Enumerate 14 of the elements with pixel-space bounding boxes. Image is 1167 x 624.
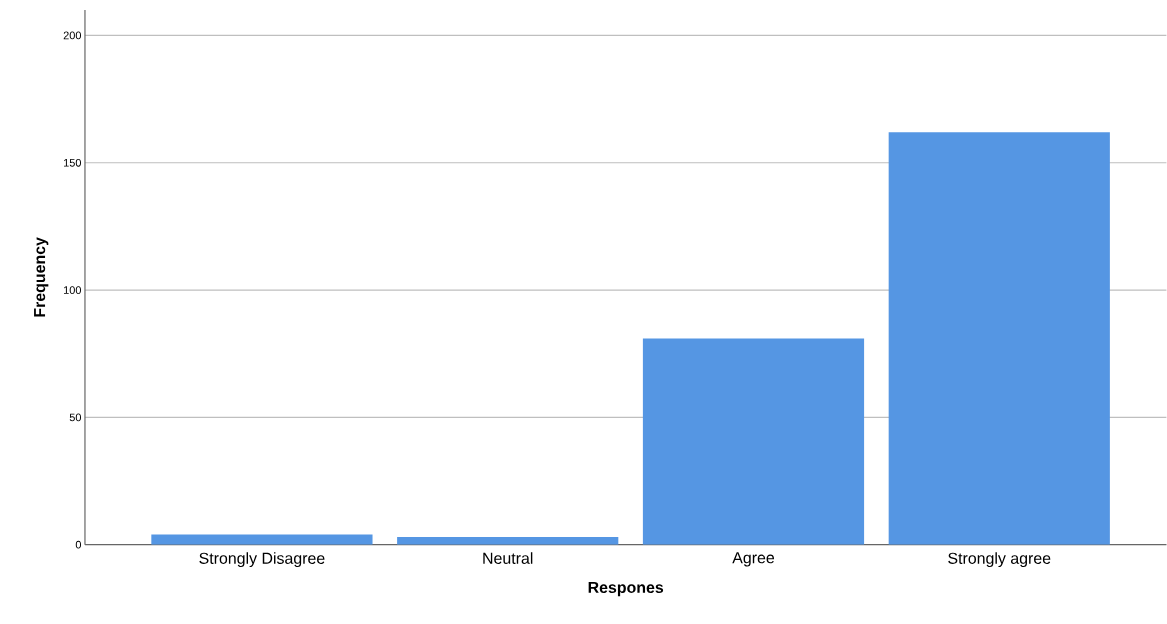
x-tick-label: Agree — [732, 552, 775, 567]
bar — [642, 338, 865, 545]
x-tick-label: Strongly agree — [948, 552, 1051, 568]
y-tick-label: 150 — [64, 159, 81, 167]
x-axis-title: Respones — [588, 582, 664, 597]
y-tick-label: 100 — [64, 286, 81, 295]
bar — [397, 537, 619, 545]
y-tick-label: 200 — [63, 31, 81, 40]
y-axis-title: Frequency — [34, 237, 49, 317]
y-tick-label: 50 — [69, 413, 82, 422]
y-tick-label: 0 — [75, 541, 82, 549]
bar — [888, 132, 1110, 545]
x-tick-label: Neutral — [483, 552, 533, 565]
x-tick-label: Strongly Disagree — [199, 552, 325, 568]
